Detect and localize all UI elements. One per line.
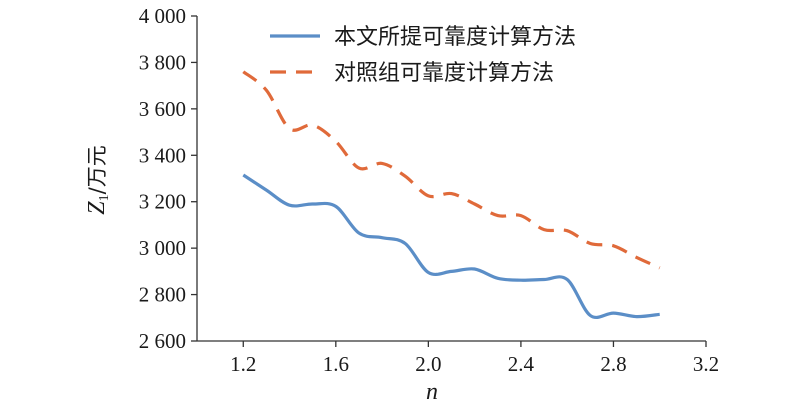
x-axis: 1.2 1.6 2.0 2.4 2.8 3.2 xyxy=(197,340,719,376)
x-tick-label: 3.2 xyxy=(693,352,719,376)
x-tick-label: 1.2 xyxy=(230,352,256,376)
x-tick-label: 2.4 xyxy=(508,352,535,376)
series-line-proposed xyxy=(242,173,660,320)
y-tick-label: 3 400 xyxy=(139,143,186,167)
y-tick-label: 4 000 xyxy=(139,4,186,28)
y-tick-label: 3 200 xyxy=(139,190,186,214)
y-tick-label: 2 600 xyxy=(139,329,186,353)
y-axis-title-unit: /万元 xyxy=(85,145,109,194)
x-tick-label: 2.0 xyxy=(415,352,441,376)
legend-label-control: 对照组可靠度计算方法 xyxy=(334,61,554,86)
x-tick-label: 1.6 xyxy=(323,352,349,376)
legend-label-proposed: 本文所提可靠度计算方法 xyxy=(334,25,576,50)
series-layer xyxy=(242,70,661,320)
y-tick-label: 3 600 xyxy=(139,97,186,121)
y-axis-title-sub: 1 xyxy=(97,194,112,201)
y-tick-label: 3 800 xyxy=(139,50,186,74)
y-tick-label: 2 800 xyxy=(139,283,186,307)
y-tick-label: 3 000 xyxy=(139,236,186,260)
y-axis-title-main: Z xyxy=(84,201,110,215)
series-line-control xyxy=(242,70,661,270)
x-tick-label: 2.8 xyxy=(600,352,626,376)
y-axis-title: Z1/万元 xyxy=(84,145,112,214)
y-axis: 2 600 2 800 3 000 3 200 3 400 3 600 3 800 4 000 xyxy=(139,4,198,353)
x-axis-title: n xyxy=(426,379,438,404)
